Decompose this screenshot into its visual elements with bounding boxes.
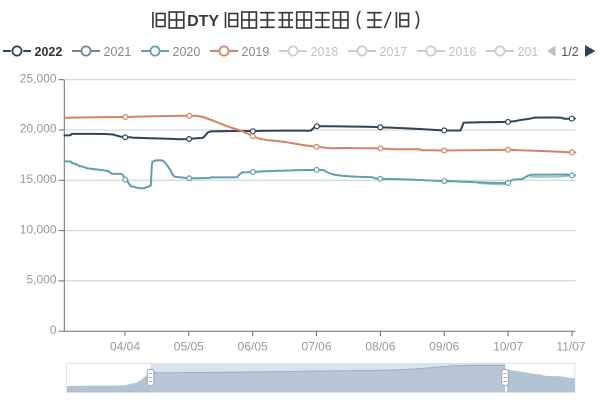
svg-text:09/06: 09/06 <box>429 340 459 354</box>
svg-text:DTY: DTY <box>187 13 219 30</box>
svg-text:5,000: 5,000 <box>26 273 56 287</box>
svg-text:06/05: 06/05 <box>238 340 268 354</box>
svg-text:DTY: DTY <box>187 13 219 30</box>
svg-text:04/04: 04/04 <box>110 340 140 354</box>
svg-text:2018: 2018 <box>311 45 339 59</box>
svg-text:2019: 2019 <box>242 45 270 59</box>
svg-text:11/07: 11/07 <box>556 340 585 354</box>
svg-text:08/06: 08/06 <box>365 340 395 354</box>
svg-text:25,000: 25,000 <box>20 71 57 85</box>
svg-text:2020: 2020 <box>173 45 201 59</box>
svg-text:0: 0 <box>50 323 57 337</box>
svg-text:2022: 2022 <box>35 45 63 59</box>
svg-text:2016: 2016 <box>449 45 477 59</box>
svg-text:07/06: 07/06 <box>301 340 331 354</box>
svg-text:2017: 2017 <box>380 45 408 59</box>
svg-text:2015: 2015 <box>518 45 546 59</box>
svg-text:20,000: 20,000 <box>20 122 57 136</box>
svg-text:05/05: 05/05 <box>174 340 204 354</box>
svg-text:2021: 2021 <box>104 45 132 59</box>
svg-text:15,000: 15,000 <box>20 172 57 186</box>
svg-text:10,000: 10,000 <box>20 222 57 236</box>
svg-text:1/2: 1/2 <box>561 45 578 59</box>
svg-text:10/07: 10/07 <box>493 340 523 354</box>
